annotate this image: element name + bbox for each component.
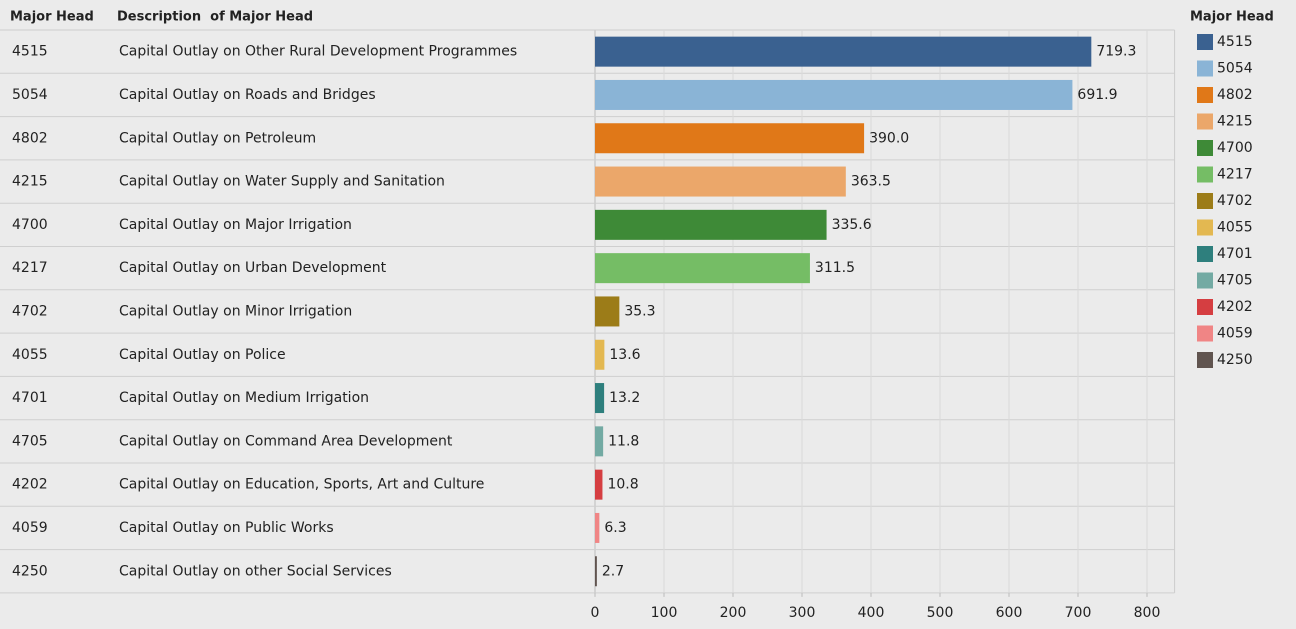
row-code: 4217	[12, 260, 48, 276]
legend-label: 4701	[1217, 246, 1253, 262]
value-label: 311.5	[815, 260, 855, 276]
bar	[595, 469, 603, 500]
legend-label: 4202	[1217, 299, 1253, 315]
x-tick-label: 600	[996, 605, 1023, 621]
row-description: Capital Outlay on Roads and Bridges	[119, 87, 376, 103]
bar	[595, 383, 605, 414]
row-description: Capital Outlay on Public Works	[119, 520, 334, 536]
row-code: 4802	[12, 130, 48, 146]
legend-swatch	[1197, 219, 1213, 236]
value-label: 390.0	[869, 130, 909, 146]
row-description: Capital Outlay on Water Supply and Sanit…	[119, 174, 445, 190]
value-label: 13.6	[609, 347, 640, 363]
bar	[595, 36, 1092, 67]
bar	[595, 79, 1073, 110]
row-description: Capital Outlay on Education, Sports, Art…	[119, 477, 484, 493]
legend-label: 4217	[1217, 167, 1253, 183]
legend-swatch	[1197, 299, 1213, 315]
row-description: Capital Outlay on Urban Development	[119, 260, 387, 276]
x-tick-label: 200	[720, 605, 747, 621]
legend-label: 4055	[1217, 220, 1253, 236]
value-label: 6.3	[604, 520, 626, 536]
value-label: 11.8	[608, 433, 639, 449]
bar	[595, 556, 597, 587]
legend-swatch	[1197, 352, 1213, 368]
bar	[595, 166, 846, 197]
legend-swatch	[1197, 140, 1213, 156]
value-label: 2.7	[602, 563, 624, 579]
legend-swatch	[1197, 87, 1213, 103]
row-code: 4515	[12, 44, 48, 60]
value-label: 335.6	[832, 217, 872, 233]
bar	[595, 339, 605, 370]
row-description: Capital Outlay on Minor Irrigation	[119, 303, 352, 319]
row-code: 4215	[12, 174, 48, 190]
x-tick-label: 0	[591, 605, 600, 621]
legend-title: Major Head	[1190, 10, 1274, 25]
bar	[595, 253, 810, 284]
row-description: Capital Outlay on Other Rural Developmen…	[119, 44, 517, 60]
bar	[595, 209, 827, 240]
legend-swatch	[1197, 246, 1213, 262]
value-label: 719.3	[1096, 44, 1136, 60]
bar	[595, 123, 865, 154]
legend-swatch	[1197, 193, 1213, 209]
row-code: 4705	[12, 433, 48, 449]
legend-swatch	[1197, 34, 1213, 50]
legend-label: 4059	[1217, 326, 1253, 342]
legend-label: 5054	[1217, 61, 1253, 77]
legend-swatch	[1197, 60, 1213, 77]
x-tick-label: 700	[1065, 605, 1092, 621]
legend-label: 4705	[1217, 273, 1253, 289]
value-label: 363.5	[851, 174, 891, 190]
x-tick-label: 100	[651, 605, 678, 621]
legend-swatch	[1197, 272, 1213, 289]
legend-swatch	[1197, 113, 1213, 130]
bar	[595, 426, 604, 457]
row-description: Capital Outlay on other Social Services	[119, 563, 392, 579]
x-tick-label: 400	[858, 605, 885, 621]
column-header: Major Head	[10, 10, 94, 25]
legend-label: 4700	[1217, 140, 1253, 156]
row-code: 4702	[12, 303, 48, 319]
row-code: 4055	[12, 347, 48, 363]
row-code: 4700	[12, 217, 48, 233]
row-code: 5054	[12, 87, 48, 103]
legend-label: 4702	[1217, 193, 1253, 209]
row-description: Capital Outlay on Petroleum	[119, 130, 316, 146]
row-code: 4250	[12, 563, 48, 579]
value-label: 13.2	[609, 390, 640, 406]
row-description: Capital Outlay on Major Irrigation	[119, 217, 352, 233]
row-description: Capital Outlay on Command Area Developme…	[119, 433, 453, 449]
legend-swatch	[1197, 166, 1213, 183]
row-code: 4202	[12, 477, 48, 493]
x-tick-label: 300	[789, 605, 816, 621]
row-code: 4701	[12, 390, 48, 406]
legend-label: 4515	[1217, 34, 1253, 50]
row-description: Capital Outlay on Medium Irrigation	[119, 390, 369, 406]
legend-label: 4215	[1217, 114, 1253, 130]
x-tick-label: 500	[927, 605, 954, 621]
legend-swatch	[1197, 325, 1213, 342]
bar	[595, 512, 600, 543]
legend-label: 4250	[1217, 352, 1253, 368]
bar	[595, 296, 620, 327]
legend-label: 4802	[1217, 87, 1253, 103]
x-tick-label: 800	[1134, 605, 1161, 621]
row-code: 4059	[12, 520, 48, 536]
value-label: 35.3	[624, 303, 655, 319]
row-description: Capital Outlay on Police	[119, 347, 286, 363]
value-label: 10.8	[607, 477, 638, 493]
column-header: Description of Major Head	[117, 10, 313, 25]
value-label: 691.9	[1077, 87, 1117, 103]
